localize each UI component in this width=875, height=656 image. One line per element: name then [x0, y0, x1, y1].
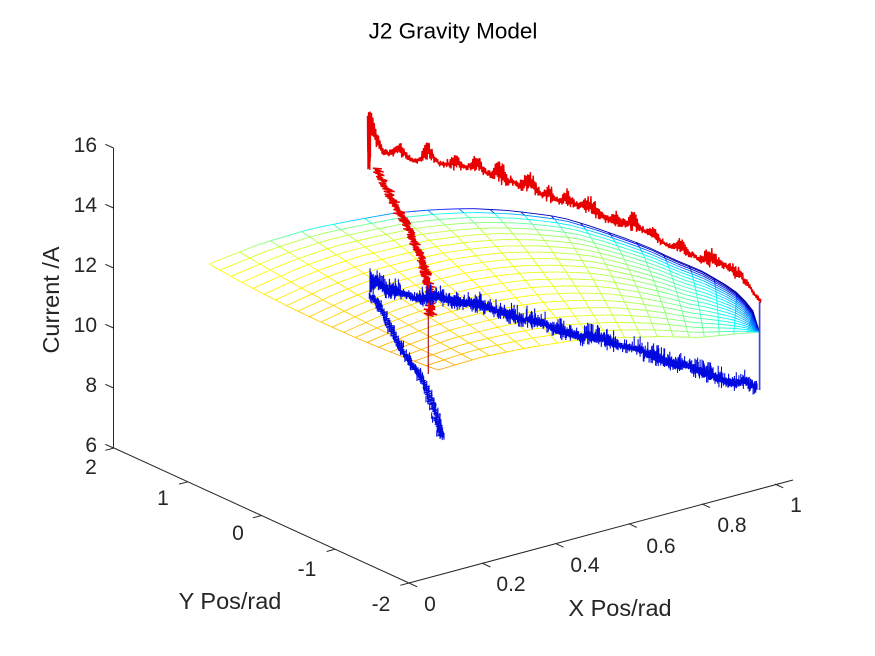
svg-text:1: 1	[790, 494, 802, 517]
svg-text:X Pos/rad: X Pos/rad	[568, 595, 671, 621]
svg-text:6: 6	[85, 434, 97, 457]
svg-text:14: 14	[74, 194, 98, 217]
svg-text:0.6: 0.6	[646, 535, 675, 558]
svg-text:0: 0	[232, 522, 244, 545]
svg-text:0.8: 0.8	[717, 514, 746, 537]
svg-text:0.2: 0.2	[496, 573, 525, 596]
svg-text:16: 16	[74, 134, 97, 157]
svg-text:0.4: 0.4	[570, 554, 600, 577]
svg-text:2: 2	[85, 456, 97, 479]
svg-text:12: 12	[74, 254, 97, 277]
svg-text:10: 10	[74, 314, 97, 337]
svg-text:0: 0	[424, 593, 436, 616]
svg-text:1: 1	[157, 487, 169, 510]
svg-text:-2: -2	[372, 593, 391, 616]
svg-text:Y Pos/rad: Y Pos/rad	[179, 588, 282, 614]
svg-text:-1: -1	[298, 558, 317, 581]
svg-text:8: 8	[85, 374, 97, 397]
svg-text:J2 Gravity Model: J2 Gravity Model	[369, 19, 538, 44]
svg-text:Current /A: Current /A	[38, 246, 64, 353]
